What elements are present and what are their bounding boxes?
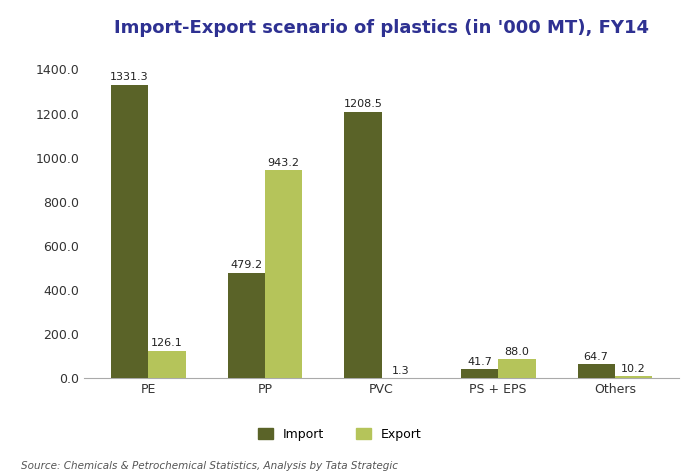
Title: Import-Export scenario of plastics (in '000 MT), FY14: Import-Export scenario of plastics (in '… <box>114 19 649 37</box>
Text: 10.2: 10.2 <box>621 364 646 374</box>
Text: Source: Chemicals & Petrochemical Statistics, Analysis by Tata Strategic: Source: Chemicals & Petrochemical Statis… <box>21 461 398 471</box>
Bar <box>148 350 186 378</box>
Text: 1.3: 1.3 <box>391 366 409 376</box>
Text: 126.1: 126.1 <box>151 338 183 348</box>
Text: 41.7: 41.7 <box>467 357 492 367</box>
Text: 1331.3: 1331.3 <box>110 72 149 82</box>
Text: 88.0: 88.0 <box>505 347 529 357</box>
Bar <box>344 112 382 378</box>
Legend: Import, Export: Import, Export <box>255 424 425 445</box>
Text: 64.7: 64.7 <box>584 352 608 362</box>
Bar <box>111 85 148 378</box>
Text: 943.2: 943.2 <box>267 158 300 168</box>
Text: 1208.5: 1208.5 <box>344 99 382 109</box>
Bar <box>461 369 498 378</box>
Bar <box>498 359 536 378</box>
Bar <box>615 376 652 378</box>
Text: 479.2: 479.2 <box>230 261 262 271</box>
Bar <box>228 272 265 378</box>
Bar <box>265 170 302 378</box>
Bar <box>578 364 615 378</box>
